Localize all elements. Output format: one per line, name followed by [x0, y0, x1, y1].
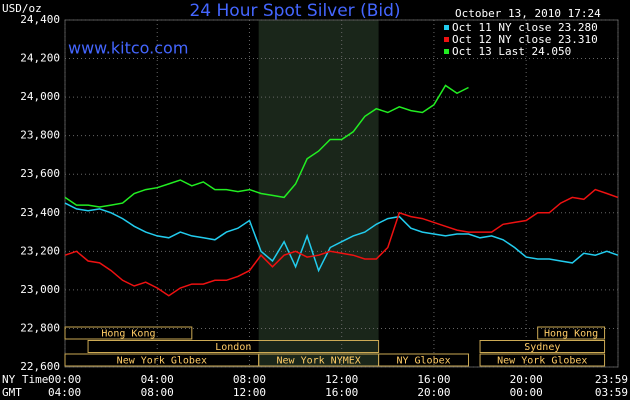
x-axis-label: NY Time — [2, 373, 48, 386]
session-bar — [378, 353, 470, 367]
chart-title: 24 Hour Spot Silver (Bid) — [189, 1, 400, 21]
y-tick-label: 22,600 — [20, 360, 60, 373]
legend-swatch — [444, 25, 449, 30]
session-label: New York NYMEX — [276, 356, 360, 367]
session-bar — [64, 326, 193, 340]
series-line — [64, 84, 469, 208]
series-line — [64, 188, 619, 297]
session-label: Hong Kong — [544, 329, 598, 340]
y-tick-label: 22,800 — [20, 321, 60, 334]
session-label: New York Globex — [497, 356, 587, 367]
x2-tick-label: 04:00 — [48, 386, 81, 399]
series-line — [64, 202, 619, 273]
y-tick-label: 24,200 — [20, 52, 60, 65]
y-tick-label: 23,000 — [20, 283, 60, 296]
x-tick-label: 08:00 — [233, 373, 266, 386]
legend-swatch — [444, 37, 449, 42]
watermark: www.kitco.com — [68, 39, 188, 58]
legend-swatch — [444, 49, 449, 54]
session-bar — [479, 340, 606, 353]
x-tick-label: 16:00 — [417, 373, 450, 386]
session-label: London — [215, 342, 251, 353]
x2-tick-label: 20:00 — [417, 386, 450, 399]
session-bar — [479, 353, 606, 367]
y-tick-label: 24,400 — [20, 13, 60, 26]
y-tick-label: 23,400 — [20, 206, 60, 219]
x2-axis-label: GMT — [2, 386, 22, 399]
timestamp: October 13, 2010 17:24 — [455, 7, 601, 20]
x2-tick-label: 00:00 — [510, 386, 543, 399]
session-label: Hong Kong — [101, 329, 155, 340]
y-axis-label: USD/oz — [2, 2, 42, 15]
session-label: NY Globex — [396, 356, 450, 367]
session-shade — [258, 20, 379, 367]
x2-tick-label: 12:00 — [233, 386, 266, 399]
x-tick-label: 12:00 — [325, 373, 358, 386]
x-tick-label: 04:00 — [141, 373, 174, 386]
legend-label: Oct 12 NY close 23.310 — [452, 33, 598, 46]
x-tick-label: 23:59 — [595, 373, 628, 386]
x2-tick-label: 16:00 — [325, 386, 358, 399]
x-tick-label: 00:00 — [48, 373, 81, 386]
y-tick-label: 23,600 — [20, 167, 60, 180]
session-bar — [537, 326, 606, 340]
x2-tick-label: 08:00 — [141, 386, 174, 399]
legend-label: Oct 11 NY close 23.280 — [452, 21, 598, 34]
session-label: New York Globex — [117, 356, 207, 367]
y-tick-label: 23,800 — [20, 129, 60, 142]
session-bar — [87, 340, 380, 353]
y-tick-label: 24,000 — [20, 90, 60, 103]
legend-label: Oct 13 Last 24.050 — [452, 45, 571, 58]
y-tick-label: 23,200 — [20, 244, 60, 257]
x-tick-label: 20:00 — [510, 373, 543, 386]
session-label: Sydney — [524, 342, 560, 353]
x2-tick-label: 03:59 — [595, 386, 628, 399]
